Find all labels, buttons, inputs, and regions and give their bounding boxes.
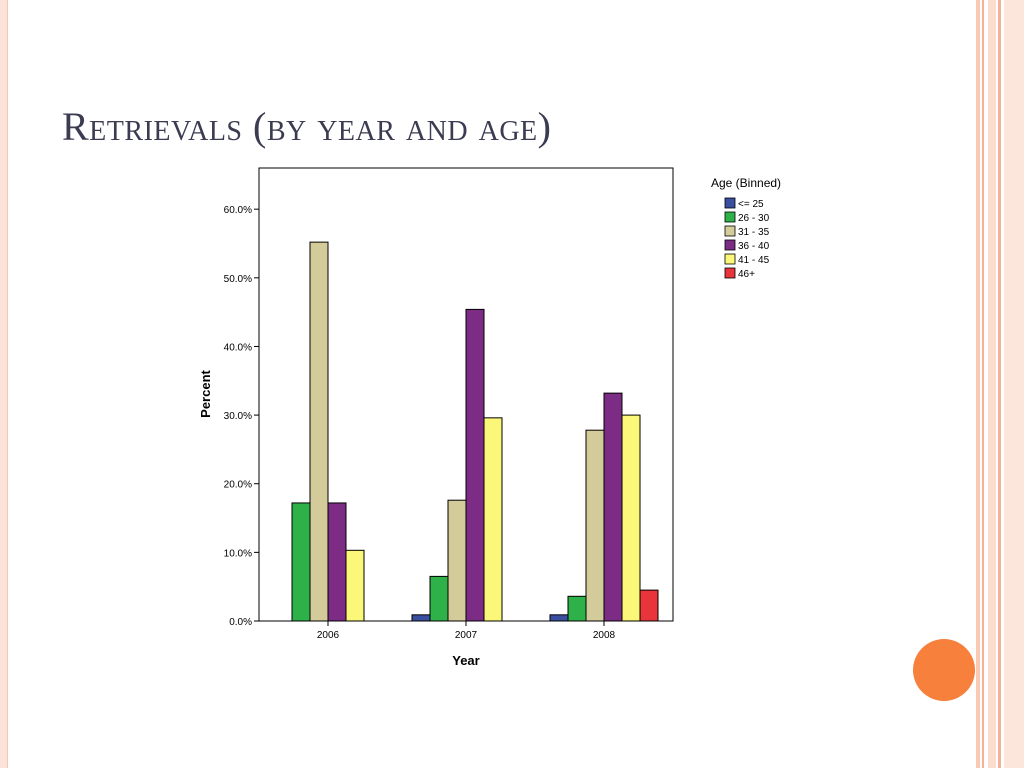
decorative-orange-circle — [913, 639, 975, 701]
legend-item-label: 31 - 35 — [738, 227, 770, 238]
bar — [483, 417, 503, 622]
y-tick-label: 40.0% — [224, 342, 252, 353]
bar — [549, 614, 569, 622]
legend-swatch — [724, 253, 736, 265]
y-axis-label: Percent — [198, 369, 213, 417]
bar — [447, 499, 467, 622]
bar — [567, 595, 587, 622]
x-tick-label: 2008 — [593, 630, 616, 641]
bar — [345, 549, 365, 622]
legend-item-label: <= 25 — [738, 199, 764, 210]
bar — [429, 575, 449, 622]
y-tick-label: 20.0% — [224, 480, 252, 491]
legend-item-label: 46+ — [738, 269, 755, 280]
y-tick-label: 10.0% — [224, 548, 252, 559]
legend-item-label: 26 - 30 — [738, 213, 770, 224]
legend-item-label: 41 - 45 — [738, 255, 770, 266]
bar — [327, 502, 347, 622]
x-tick-label: 2007 — [455, 630, 478, 641]
slide-title: Retrievals (by year and age) — [62, 104, 552, 149]
y-tick-label: 0.0% — [229, 617, 252, 628]
bar — [603, 392, 623, 622]
legend-swatch — [724, 267, 736, 279]
bar — [585, 429, 605, 622]
bar — [465, 308, 485, 622]
legend-swatch — [724, 225, 736, 237]
right-decor-stripes — [976, 0, 1024, 768]
legend-swatch — [724, 211, 736, 223]
left-decor-stripe — [0, 0, 8, 768]
x-axis-label: Year — [452, 653, 479, 668]
bar — [621, 414, 641, 622]
bar — [291, 502, 311, 622]
legend-swatch — [724, 239, 736, 251]
bar — [639, 589, 659, 622]
y-tick-label: 50.0% — [224, 274, 252, 285]
bar — [411, 614, 431, 622]
legend-item-label: 36 - 40 — [738, 241, 770, 252]
y-tick-label: 30.0% — [224, 411, 252, 422]
y-tick-label: 60.0% — [224, 205, 252, 216]
legend-title: Age (Binned) — [711, 176, 781, 190]
bar — [309, 241, 329, 622]
x-tick-label: 2006 — [317, 630, 340, 641]
legend-swatch — [724, 197, 736, 209]
